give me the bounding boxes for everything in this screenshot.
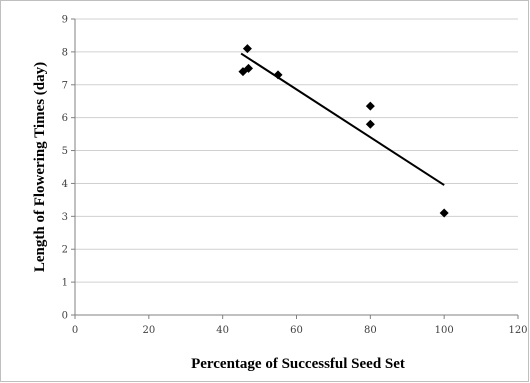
x-tick-label: 20 xyxy=(142,325,155,336)
y-tick-label: 4 xyxy=(62,179,68,190)
x-tick-label: 100 xyxy=(435,325,454,336)
trendline xyxy=(240,52,445,186)
y-axis-title: Length of Flowering Times (day) xyxy=(32,62,48,272)
data-point-6 xyxy=(365,119,375,129)
y-tick-label: 9 xyxy=(62,15,68,26)
x-axis-tick-labels: 0 20 40 60 80 100 120 xyxy=(72,325,528,336)
gridlines xyxy=(75,18,518,283)
y-tick-label: 0 xyxy=(62,311,68,322)
y-tick-label: 8 xyxy=(62,47,68,58)
x-tick-label: 0 xyxy=(72,325,78,336)
y-axis-tick-labels: 0 1 2 3 4 5 6 7 8 9 xyxy=(62,15,68,322)
data-point-7 xyxy=(439,208,449,218)
data-point-1 xyxy=(242,44,252,54)
x-tick-label: 80 xyxy=(364,325,377,336)
x-tick-label: 60 xyxy=(290,325,303,336)
y-tick-label: 3 xyxy=(62,212,68,223)
data-point-3 xyxy=(244,63,254,73)
data-point-5 xyxy=(365,101,375,111)
axes xyxy=(71,18,519,319)
x-tick-label: 40 xyxy=(216,325,229,336)
y-tick-label: 6 xyxy=(62,113,68,124)
data-point-4 xyxy=(273,70,283,80)
x-tick-label: 120 xyxy=(508,325,527,336)
y-tick-label: 5 xyxy=(62,146,68,157)
x-axis-title: Percentage of Successful Seed Set xyxy=(191,356,405,372)
data-points xyxy=(238,44,449,218)
y-tick-label: 2 xyxy=(62,245,68,256)
y-tick-label: 7 xyxy=(62,80,68,91)
y-tick-label: 1 xyxy=(62,278,68,289)
trendline-group xyxy=(240,52,445,186)
